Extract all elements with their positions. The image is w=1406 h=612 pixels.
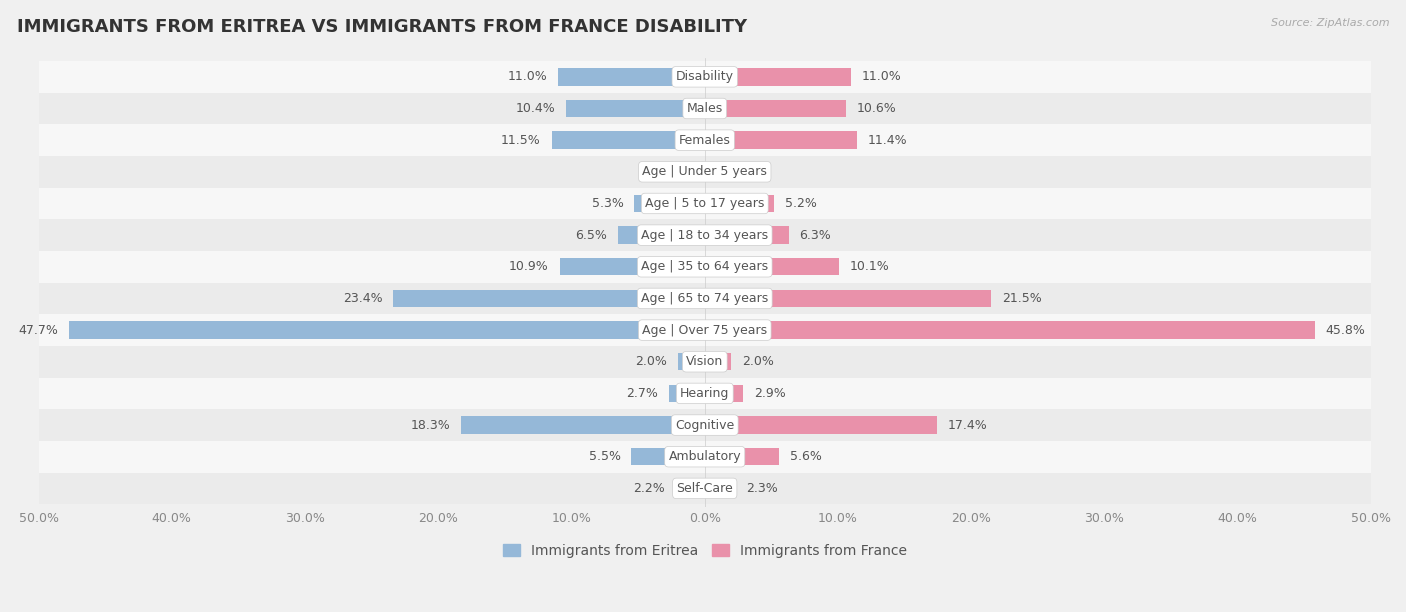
Bar bbox=[634, 195, 704, 212]
Text: Females: Females bbox=[679, 133, 731, 147]
Text: 1.2%: 1.2% bbox=[647, 165, 678, 178]
Bar bbox=[704, 132, 856, 149]
Bar bbox=[38, 378, 1371, 409]
Legend: Immigrants from Eritrea, Immigrants from France: Immigrants from Eritrea, Immigrants from… bbox=[498, 538, 912, 564]
Text: Age | 65 to 74 years: Age | 65 to 74 years bbox=[641, 292, 769, 305]
Bar bbox=[704, 100, 846, 117]
Text: Age | 18 to 34 years: Age | 18 to 34 years bbox=[641, 229, 768, 242]
Bar bbox=[704, 321, 1315, 339]
Bar bbox=[461, 416, 704, 434]
Text: 6.5%: 6.5% bbox=[575, 229, 607, 242]
Bar bbox=[704, 226, 789, 244]
Text: Cognitive: Cognitive bbox=[675, 419, 734, 431]
Text: Age | 35 to 64 years: Age | 35 to 64 years bbox=[641, 260, 768, 274]
Text: 10.6%: 10.6% bbox=[856, 102, 897, 115]
Bar bbox=[38, 283, 1371, 315]
Text: Disability: Disability bbox=[676, 70, 734, 83]
Bar bbox=[38, 124, 1371, 156]
Bar bbox=[38, 441, 1371, 472]
Text: Hearing: Hearing bbox=[681, 387, 730, 400]
Bar bbox=[38, 92, 1371, 124]
Bar bbox=[669, 385, 704, 402]
Bar bbox=[38, 251, 1371, 283]
Text: 11.5%: 11.5% bbox=[501, 133, 541, 147]
Text: Age | Under 5 years: Age | Under 5 years bbox=[643, 165, 768, 178]
Bar bbox=[567, 100, 704, 117]
Text: 2.0%: 2.0% bbox=[742, 355, 773, 368]
Text: 5.5%: 5.5% bbox=[589, 450, 621, 463]
Bar bbox=[704, 448, 779, 465]
Bar bbox=[704, 68, 852, 86]
Bar bbox=[69, 321, 704, 339]
Text: 11.4%: 11.4% bbox=[868, 133, 907, 147]
Text: Males: Males bbox=[686, 102, 723, 115]
Bar bbox=[689, 163, 704, 181]
Bar bbox=[704, 163, 721, 181]
Text: 2.7%: 2.7% bbox=[626, 387, 658, 400]
Bar bbox=[631, 448, 704, 465]
Text: 10.1%: 10.1% bbox=[851, 260, 890, 274]
Bar bbox=[704, 385, 744, 402]
Bar bbox=[38, 409, 1371, 441]
Bar bbox=[704, 289, 991, 307]
Text: 18.3%: 18.3% bbox=[411, 419, 450, 431]
Text: 2.0%: 2.0% bbox=[636, 355, 668, 368]
Bar bbox=[38, 156, 1371, 188]
Text: 21.5%: 21.5% bbox=[1002, 292, 1042, 305]
Text: Ambulatory: Ambulatory bbox=[668, 450, 741, 463]
Text: 11.0%: 11.0% bbox=[862, 70, 901, 83]
Text: 17.4%: 17.4% bbox=[948, 419, 987, 431]
Bar bbox=[38, 219, 1371, 251]
Bar bbox=[560, 258, 704, 275]
Bar bbox=[38, 61, 1371, 92]
Bar bbox=[38, 346, 1371, 378]
Text: 5.2%: 5.2% bbox=[785, 197, 817, 210]
Text: Vision: Vision bbox=[686, 355, 724, 368]
Text: Age | Over 75 years: Age | Over 75 years bbox=[643, 324, 768, 337]
Bar bbox=[38, 188, 1371, 219]
Bar bbox=[551, 132, 704, 149]
Text: 10.9%: 10.9% bbox=[509, 260, 548, 274]
Bar bbox=[704, 258, 839, 275]
Bar bbox=[38, 472, 1371, 504]
Text: Self-Care: Self-Care bbox=[676, 482, 733, 495]
Text: Source: ZipAtlas.com: Source: ZipAtlas.com bbox=[1271, 18, 1389, 28]
Bar bbox=[392, 289, 704, 307]
Text: 47.7%: 47.7% bbox=[18, 324, 59, 337]
Bar bbox=[704, 416, 936, 434]
Text: 45.8%: 45.8% bbox=[1326, 324, 1365, 337]
Text: 23.4%: 23.4% bbox=[343, 292, 382, 305]
Bar bbox=[619, 226, 704, 244]
Text: 1.2%: 1.2% bbox=[731, 165, 763, 178]
Text: 6.3%: 6.3% bbox=[800, 229, 831, 242]
Text: 2.3%: 2.3% bbox=[747, 482, 778, 495]
Text: 5.3%: 5.3% bbox=[592, 197, 623, 210]
Bar bbox=[704, 195, 775, 212]
Bar bbox=[704, 480, 735, 497]
Text: IMMIGRANTS FROM ERITREA VS IMMIGRANTS FROM FRANCE DISABILITY: IMMIGRANTS FROM ERITREA VS IMMIGRANTS FR… bbox=[17, 18, 747, 36]
Bar bbox=[558, 68, 704, 86]
Text: 2.2%: 2.2% bbox=[633, 482, 665, 495]
Bar bbox=[38, 315, 1371, 346]
Bar bbox=[704, 353, 731, 370]
Bar bbox=[678, 353, 704, 370]
Text: 2.9%: 2.9% bbox=[754, 387, 786, 400]
Text: Age | 5 to 17 years: Age | 5 to 17 years bbox=[645, 197, 765, 210]
Text: 10.4%: 10.4% bbox=[516, 102, 555, 115]
Text: 11.0%: 11.0% bbox=[508, 70, 547, 83]
Bar bbox=[675, 480, 704, 497]
Text: 5.6%: 5.6% bbox=[790, 450, 823, 463]
